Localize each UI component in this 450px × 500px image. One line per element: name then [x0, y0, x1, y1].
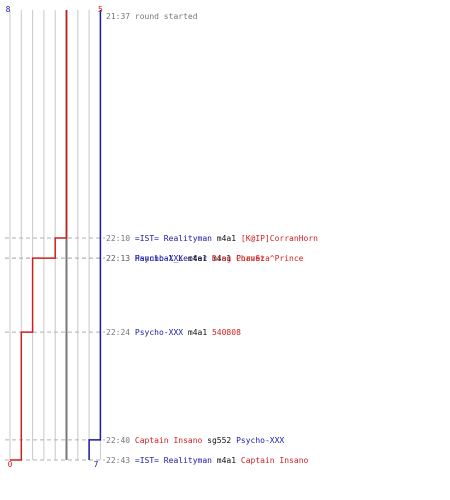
event-log: 21:37 round started 22:10 =IST= Realityma…: [106, 12, 318, 465]
event-text-part: m4a1: [217, 456, 241, 465]
start-score-label: 5: [98, 5, 103, 14]
end-score-label: 7: [94, 460, 99, 469]
event-text-part: 540808: [212, 328, 241, 337]
event-text-part: [K@IP]CorranHorn: [241, 234, 318, 243]
event-time: 22:24: [106, 328, 135, 337]
event-time: 22:13: [106, 254, 135, 263]
event-time: 22:43: [106, 456, 135, 465]
event-time: 21:37: [106, 12, 135, 21]
score-line-blue: [88, 10, 102, 460]
event-text-part: m4a1: [188, 328, 212, 337]
event-text-part: sg552: [207, 436, 236, 445]
event-text-part: Ding Chavez: [212, 254, 265, 263]
event-text-part: m4a1: [188, 254, 212, 263]
event-time: 22:40: [106, 436, 135, 445]
event-label: 21:37 round started: [106, 12, 198, 21]
start-score-label: 8: [6, 5, 11, 14]
event-text-part: Psycho-XXX: [236, 436, 284, 445]
event-label: 22:10 =IST= Realityman m4a1 [K@IP]Corran…: [106, 234, 318, 243]
event-time: 22:10: [106, 234, 135, 243]
event-text-part: m4a1: [212, 254, 236, 263]
event-label: 22:13 Psycho-XXX m4a1 Ding Chavez: [106, 254, 265, 263]
end-score-label: 0: [8, 460, 13, 469]
event-time: 22:13: [106, 254, 135, 263]
event-label: 22:43 =IST= Realityman m4a1 Captain Insa…: [106, 456, 309, 465]
event-label: 22:24 Psycho-XXX m4a1 540808: [106, 328, 241, 337]
score-series: [10, 10, 102, 461]
score-labels: 8 7 5 0: [6, 5, 103, 469]
score-grid: [5, 10, 105, 461]
score-line-red: [10, 10, 68, 461]
event-label: 22:40 Captain Insano sg552 Psycho-XXX: [106, 436, 284, 445]
event-text-part: =IST= Realityman: [135, 456, 217, 465]
event-text-part: PornSta^Prince: [236, 254, 304, 263]
event-text-part: Psycho-XXX: [135, 328, 188, 337]
event-text-part: m4a1: [217, 234, 241, 243]
event-label: 22:13 Hannibal_Lecter m4a1 PornSta^Princ…: [106, 254, 304, 263]
event-text-part: Hannibal_Lecter: [135, 254, 212, 263]
event-text-part: round started: [135, 12, 198, 21]
event-text-part: Psycho-XXX: [135, 254, 188, 263]
event-text-part: Captain Insano: [241, 456, 309, 465]
event-text-part: Captain Insano: [135, 436, 207, 445]
event-text-part: =IST= Realityman: [135, 234, 217, 243]
